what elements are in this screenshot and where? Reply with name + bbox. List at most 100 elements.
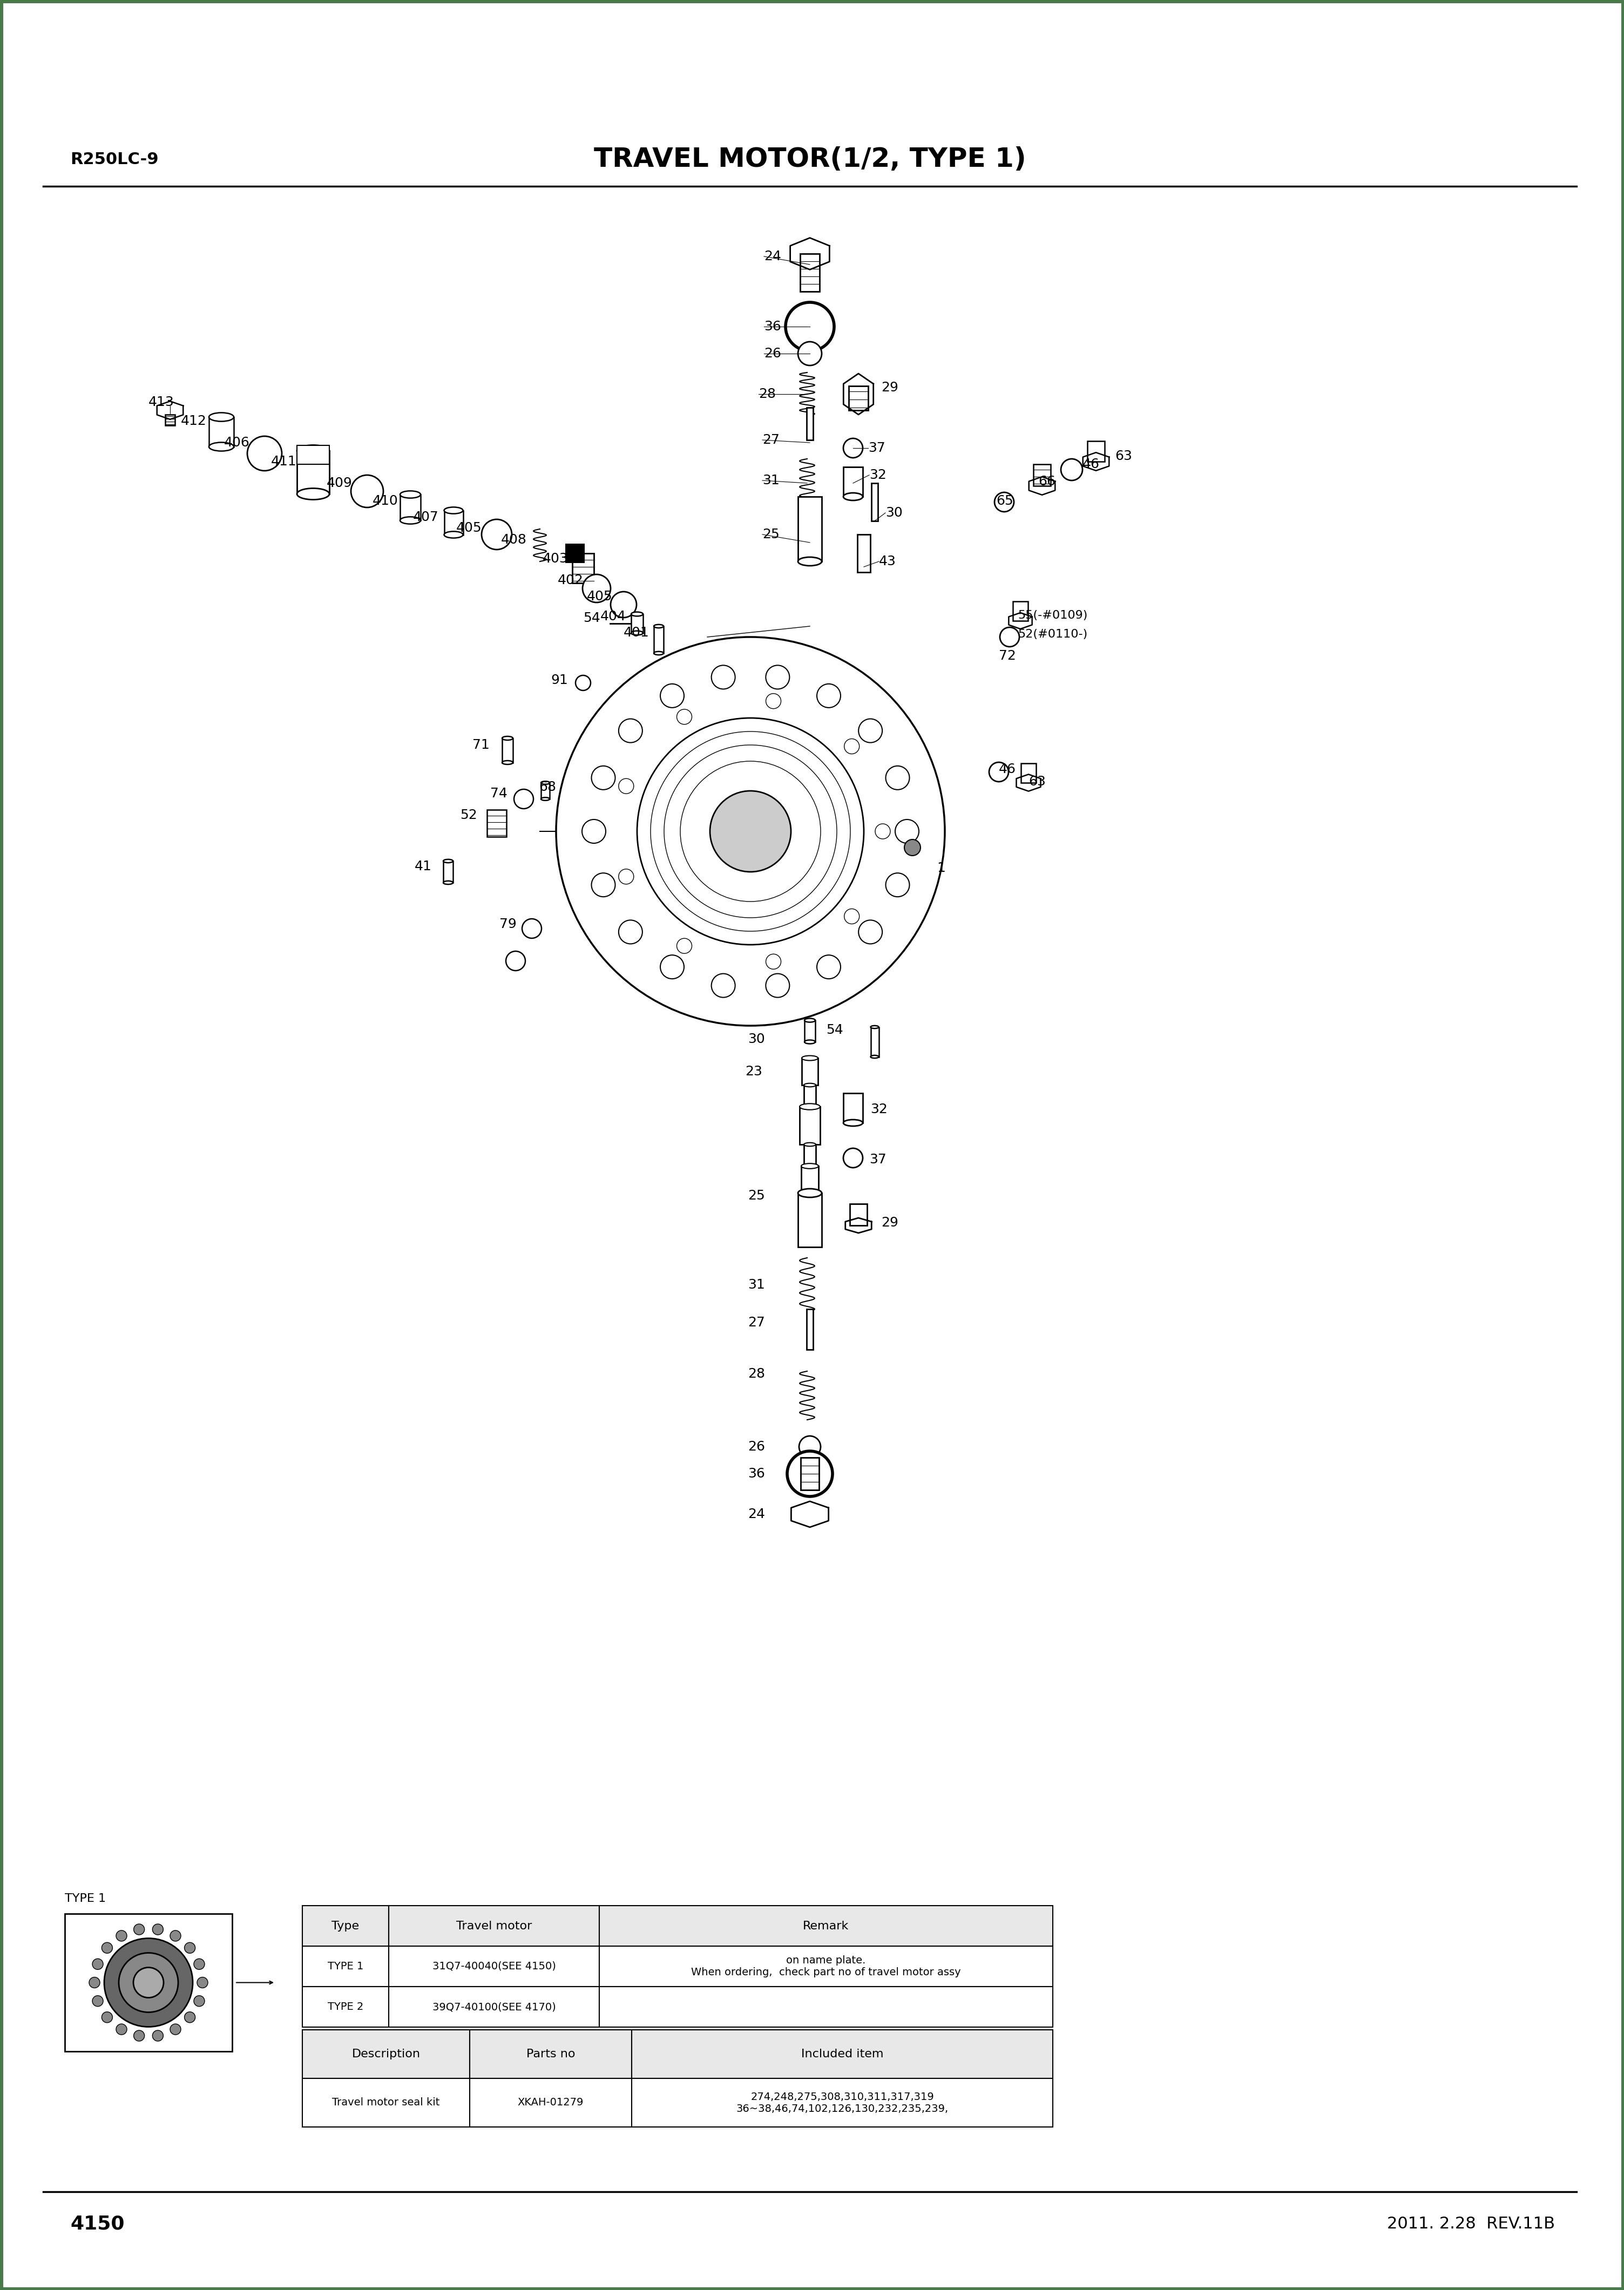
Text: 54: 54 [827,1024,843,1037]
Circle shape [859,921,882,943]
Bar [849,1205,867,1225]
Circle shape [767,955,781,969]
Polygon shape [1017,774,1041,790]
Text: 31Q7-40040(SEE 4150): 31Q7-40040(SEE 4150) [432,1960,555,1972]
Text: 406: 406 [224,435,250,449]
Circle shape [619,719,643,742]
Circle shape [859,719,882,742]
Ellipse shape [400,518,421,524]
Bar [443,511,463,534]
Circle shape [994,492,1013,511]
Circle shape [1060,458,1083,481]
Text: 71: 71 [473,737,489,751]
Circle shape [611,591,637,618]
Circle shape [591,872,615,898]
Text: 4150: 4150 [70,2214,125,2233]
Polygon shape [1083,453,1109,472]
Text: 66: 66 [1038,474,1056,488]
Circle shape [104,1937,193,2027]
Bar [801,1166,818,1198]
Text: 46: 46 [999,763,1017,776]
Text: 26: 26 [747,1440,765,1454]
Circle shape [797,341,822,366]
Circle shape [905,840,921,856]
Circle shape [711,973,736,998]
Ellipse shape [654,653,664,655]
Bar [872,483,879,520]
Bar [802,1058,818,1085]
Bar [1021,763,1036,783]
Bar [632,2029,1052,2079]
Text: 24: 24 [763,250,781,263]
Bar [797,1193,822,1248]
Ellipse shape [209,442,234,451]
Circle shape [119,1953,179,2013]
Text: 407: 407 [412,511,438,524]
Ellipse shape [654,625,664,627]
Text: 412: 412 [180,414,206,428]
Text: 54: 54 [583,611,601,625]
Circle shape [102,1942,112,1953]
Circle shape [93,1958,104,1969]
Text: 28: 28 [758,387,776,401]
Text: 410: 410 [372,495,398,508]
Bar [801,1456,818,1491]
Circle shape [133,2031,145,2040]
Text: 28: 28 [747,1367,765,1381]
Text: 409: 409 [326,476,352,490]
Bar [388,1946,599,1988]
Text: 63: 63 [1116,449,1132,463]
Ellipse shape [632,630,643,634]
Text: Travel motor seal kit: Travel motor seal kit [333,2098,440,2107]
Bar [857,534,870,572]
Text: 408: 408 [502,534,526,547]
Ellipse shape [799,1104,820,1111]
Text: 25: 25 [762,529,780,540]
Circle shape [197,1976,208,1988]
Circle shape [153,1924,164,1935]
Text: 27: 27 [747,1317,765,1328]
Circle shape [885,765,909,790]
Text: 52: 52 [460,808,477,822]
Ellipse shape [209,412,234,421]
Circle shape [844,909,859,923]
Bar [797,497,822,561]
Text: Included item: Included item [801,2050,883,2059]
Text: 2011. 2.28  REV.11B: 2011. 2.28 REV.11B [1387,2217,1554,2233]
Text: 29: 29 [882,1216,898,1230]
Text: Travel motor: Travel motor [456,1921,533,1930]
Circle shape [619,868,633,884]
Text: TRAVEL MOTOR(1/2, TYPE 1): TRAVEL MOTOR(1/2, TYPE 1) [594,147,1026,172]
Text: 37: 37 [869,442,885,453]
Bar [799,1106,820,1145]
Text: XKAH-01279: XKAH-01279 [518,2098,583,2107]
Text: 30: 30 [885,506,903,520]
Bar [502,737,513,763]
Bar [166,414,175,426]
Circle shape [185,2013,195,2022]
Bar [302,1905,388,1946]
Circle shape [507,950,525,971]
Text: 36~38,46,74,102,126,130,232,235,239,: 36~38,46,74,102,126,130,232,235,239, [736,2105,948,2114]
Bar [599,1905,1052,1946]
Bar [388,1905,599,1946]
Text: 29: 29 [882,380,898,394]
Text: Parts no: Parts no [526,2050,575,2059]
Ellipse shape [502,760,513,765]
Circle shape [711,666,736,689]
Text: 23: 23 [745,1065,762,1079]
Text: 55(-#0109): 55(-#0109) [1018,609,1088,621]
Bar [65,1914,232,2052]
Circle shape [575,676,591,692]
Text: 24: 24 [747,1507,765,1521]
Text: 39Q7-40100(SEE 4170): 39Q7-40100(SEE 4170) [432,2001,555,2013]
Text: 401: 401 [624,625,650,639]
Ellipse shape [541,781,549,783]
Text: Type: Type [331,1921,359,1930]
Ellipse shape [443,859,453,863]
Text: 30: 30 [747,1033,765,1047]
Text: 36: 36 [763,321,781,332]
Circle shape [171,1930,180,1942]
Circle shape [581,820,606,843]
Circle shape [661,955,684,978]
